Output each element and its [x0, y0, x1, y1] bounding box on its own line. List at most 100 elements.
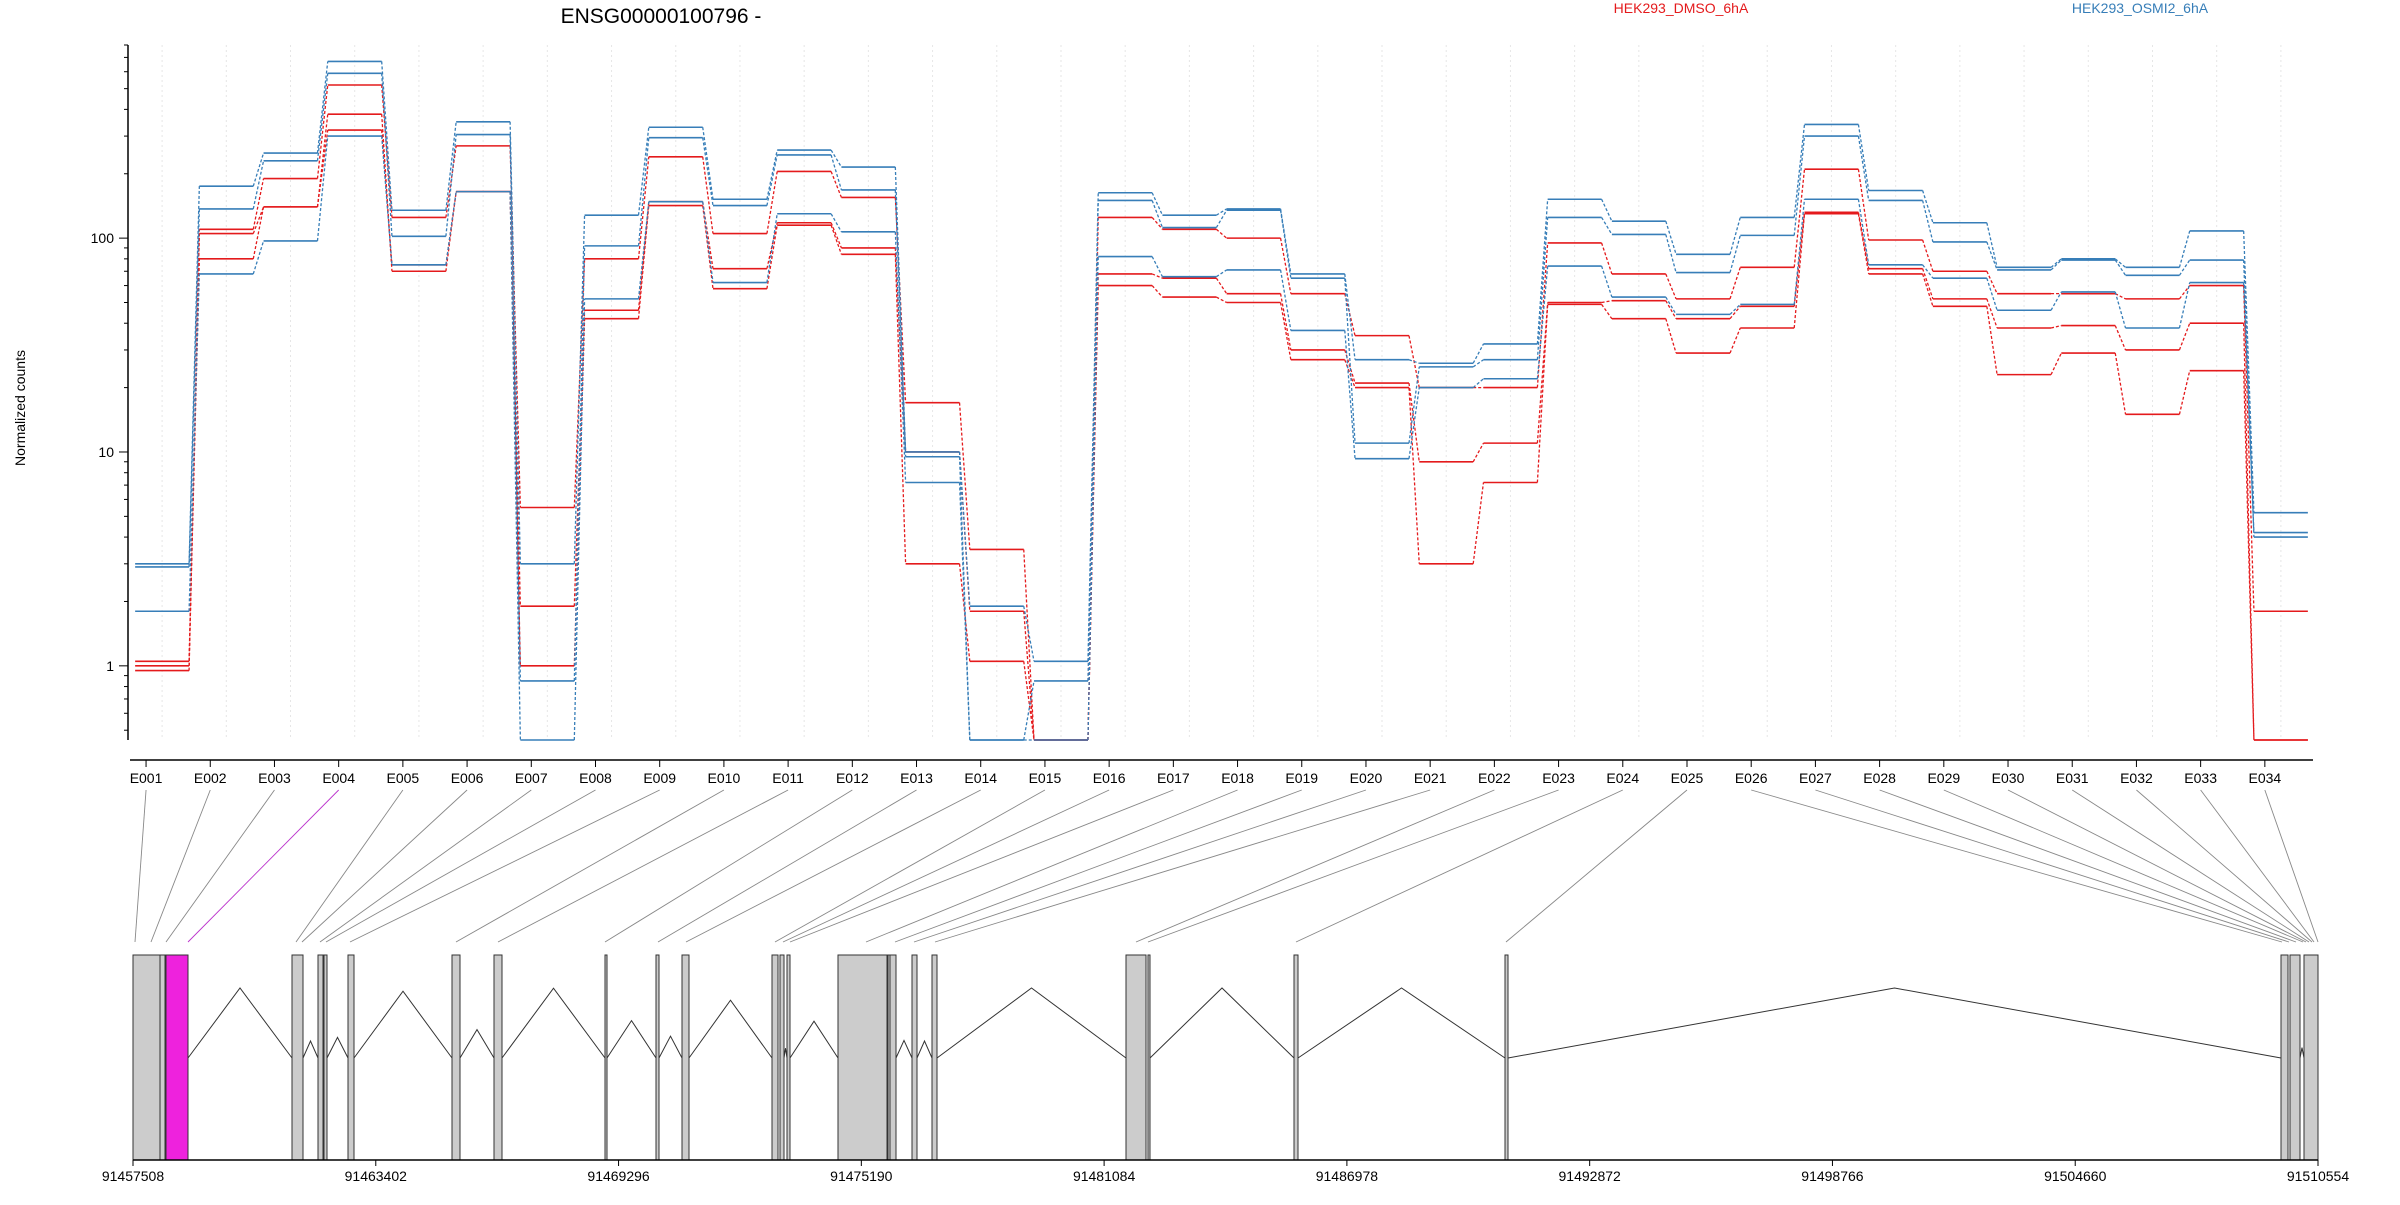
data-connector: [2114, 293, 2126, 300]
exon-connector: [685, 789, 981, 943]
data-connector: [1536, 266, 1549, 379]
data-connector: [445, 145, 457, 218]
data-connector: [2243, 285, 2255, 612]
data-connector: [766, 154, 778, 206]
exon-connector: [2071, 789, 2310, 943]
data-connector: [1344, 330, 1356, 459]
data-connector: [1729, 217, 1741, 255]
x-tick-label-e025: E025: [1671, 770, 1704, 786]
data-connector: [766, 149, 778, 200]
data-connector: [445, 121, 457, 211]
intron-line: [302, 1039, 319, 1059]
data-connector: [381, 136, 393, 265]
data-connector: [316, 136, 329, 242]
x-tick-label-e006: E006: [451, 770, 484, 786]
legend-label-osmi2: HEK293_OSMI2_6hA: [2072, 0, 2209, 16]
exon: [681, 954, 690, 1161]
x-tick-label-e017: E017: [1157, 770, 1190, 786]
data-connector: [1729, 327, 1741, 354]
data-connector: [1729, 235, 1741, 273]
x-tick-label-e028: E028: [1863, 770, 1896, 786]
data-connector: [2243, 230, 2255, 513]
series-6: [135, 135, 2308, 741]
data-connector: [894, 167, 907, 453]
y-axis-label: Normalized counts: [12, 350, 28, 466]
data-connector: [316, 61, 329, 154]
data-connector: [1729, 303, 1741, 315]
data-connector: [830, 224, 843, 255]
data-connector: [2050, 324, 2062, 329]
data-connector: [1215, 228, 1228, 239]
data-connector: [702, 201, 714, 283]
exon: [889, 954, 897, 1161]
data-connector: [445, 134, 457, 237]
x-tick-label-e001: E001: [130, 770, 163, 786]
x-tick-label-e010: E010: [708, 770, 741, 786]
x-tick-label-e018: E018: [1221, 770, 1254, 786]
x-tick-label-e020: E020: [1350, 770, 1383, 786]
x-tick-label-e034: E034: [2248, 770, 2281, 786]
data-connector: [958, 482, 971, 741]
genomic-tick-label: 91457508: [102, 1168, 165, 1184]
data-connector: [702, 127, 714, 200]
exon-connector: [1943, 789, 2304, 943]
data-connector: [1857, 212, 1870, 269]
intron-line: [2299, 1047, 2305, 1059]
exon: [1147, 954, 1151, 1161]
data-connector: [252, 206, 265, 234]
exon-connector: [150, 789, 211, 943]
exon-connector: [1295, 789, 1623, 943]
data-connector: [381, 73, 393, 237]
data-connector: [958, 451, 971, 607]
data-connector: [1793, 213, 1806, 329]
exon: [655, 954, 660, 1161]
data-connector: [1408, 382, 1420, 462]
data-connector: [1601, 198, 1613, 222]
exon: [493, 954, 503, 1161]
data-connector: [188, 233, 200, 671]
x-tick-label-e011: E011: [772, 770, 804, 786]
exon: [604, 954, 608, 1161]
data-connector: [1151, 273, 1163, 279]
data-connector: [445, 191, 457, 265]
x-tick-label-e026: E026: [1735, 770, 1768, 786]
data-connector: [1151, 285, 1163, 298]
data-connector: [1279, 210, 1292, 279]
exon-connector: [894, 789, 1302, 943]
data-connector: [1536, 199, 1549, 345]
data-connector: [1472, 442, 1485, 463]
data-connector: [1151, 192, 1164, 216]
exon-connector: [2007, 789, 2307, 943]
exon: [291, 954, 304, 1161]
data-connector: [252, 206, 265, 259]
genomic-tick-label: 91498766: [1801, 1168, 1864, 1184]
data-connector: [1472, 359, 1484, 368]
intron-line: [501, 987, 606, 1059]
data-connector: [766, 222, 778, 269]
data-connector: [830, 149, 842, 168]
x-tick-label-e009: E009: [643, 770, 676, 786]
exon-connector: [789, 789, 1174, 943]
exon-connector: [497, 789, 789, 943]
data-connector: [1279, 269, 1292, 331]
exon-connector: [1147, 789, 1559, 943]
data-connector: [1151, 216, 1163, 230]
data-connector: [2243, 282, 2255, 533]
data-connector: [1408, 366, 1420, 444]
data-connector: [1986, 270, 1998, 294]
data-connector: [2114, 291, 2127, 329]
data-connector: [1857, 199, 1870, 265]
exon-connector: [1505, 789, 1688, 943]
data-connector: [2114, 258, 2126, 268]
data-connector: [1087, 200, 1099, 681]
data-connector: [1472, 343, 1485, 364]
data-connector: [637, 201, 650, 311]
exon: [931, 954, 938, 1161]
exon: [317, 954, 324, 1161]
intron-line: [936, 987, 1127, 1059]
data-connector: [2243, 323, 2255, 741]
intron-line: [1149, 987, 1295, 1059]
data-connector: [1151, 256, 1164, 278]
data-connector: [2178, 259, 2191, 276]
data-connector: [316, 130, 329, 207]
